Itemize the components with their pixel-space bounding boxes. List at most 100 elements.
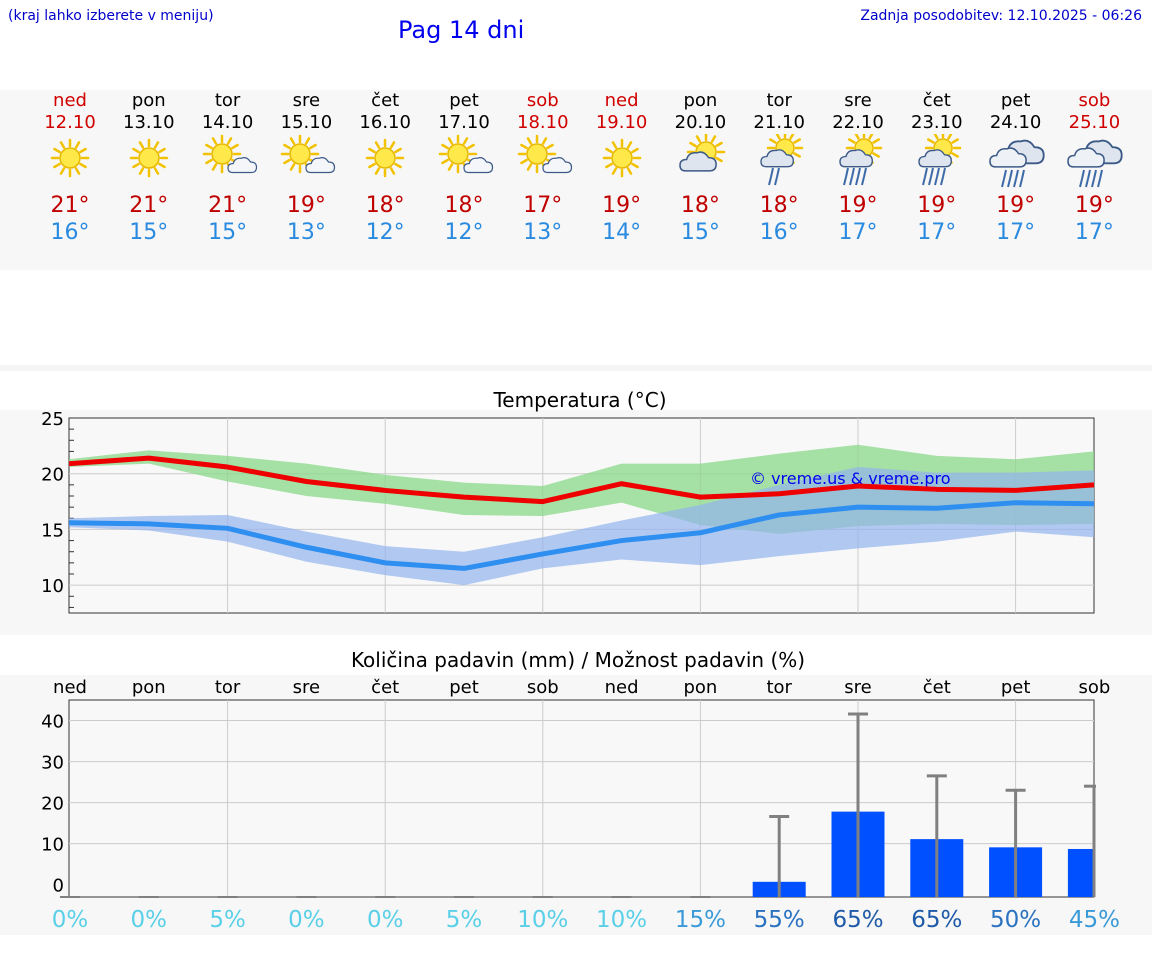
sun-cloud-heavy-rain-icon <box>818 134 898 188</box>
temp-min: 17° <box>1074 220 1114 245</box>
sun-cloud-icon <box>266 134 346 188</box>
precipitation-day-label: sob <box>527 677 559 698</box>
precipitation-bar <box>1067 848 1094 897</box>
temp-max: 19° <box>286 193 326 218</box>
sun-cloud-heavy-rain-icon <box>897 134 977 188</box>
day-date: 20.10 <box>674 112 727 133</box>
precipitation-tick-label: 20 <box>41 794 64 815</box>
forecast-day: sre 15.10 19° 13° <box>266 90 346 246</box>
day-date: 18.10 <box>517 112 569 133</box>
temp-min: 12° <box>444 220 484 245</box>
forecast-day: ned 19.10 19° 14° <box>582 90 662 246</box>
precipitation-day-label: čet <box>371 677 399 698</box>
temp-min: 15° <box>680 220 720 245</box>
precipitation-probability: 0% <box>52 907 89 933</box>
day-name: čet <box>922 90 951 111</box>
day-date: 21.10 <box>753 112 805 133</box>
day-name: sre <box>844 90 872 111</box>
day-date: 23.10 <box>911 112 963 133</box>
day-name: pet <box>1000 90 1031 111</box>
precipitation-day-label: pon <box>132 677 166 698</box>
temp-max: 17° <box>523 193 563 218</box>
temp-min: 16° <box>759 220 799 245</box>
precipitation-probability: 5% <box>209 907 246 933</box>
day-name: ned <box>53 90 87 111</box>
precipitation-probability: 10% <box>517 907 568 933</box>
day-date: 19.10 <box>595 112 648 133</box>
precipitation-tick-label: 40 <box>41 712 64 733</box>
precipitation-probability: 45% <box>1069 907 1120 933</box>
cloud-sun-icon <box>660 134 740 188</box>
day-date: 12.10 <box>44 112 96 133</box>
precipitation-day-label: sob <box>1078 677 1110 698</box>
temp-min: 14° <box>602 220 642 245</box>
temp-min: 17° <box>996 220 1036 245</box>
precipitation-day-label: ned <box>605 677 639 698</box>
forecast-day: tor 14.10 21° 15° <box>188 90 268 246</box>
forecast-day: čet 16.10 18° 12° <box>345 90 425 246</box>
sun-cloud-icon <box>188 134 268 188</box>
temp-max: 19° <box>917 193 957 218</box>
precipitation-probability: 65% <box>832 907 883 933</box>
day-name: tor <box>214 90 241 111</box>
temp-max: 21° <box>208 193 248 218</box>
temp-min: 12° <box>365 220 405 245</box>
precipitation-tick-label: 30 <box>41 753 64 774</box>
precipitation-probability: 15% <box>675 907 726 933</box>
temp-max: 18° <box>444 193 484 218</box>
forecast-day: pon 13.10 21° 15° <box>109 90 189 246</box>
temperature-tick-label: 15 <box>41 520 64 541</box>
day-name: pet <box>449 90 479 111</box>
day-date: 13.10 <box>123 112 175 133</box>
temperature-tick-label: 10 <box>41 576 64 597</box>
temp-min: 17° <box>838 220 878 245</box>
temp-min: 15° <box>129 220 169 245</box>
precipitation-probability: 0% <box>367 907 404 933</box>
temp-min: 13° <box>523 220 563 245</box>
temperature-min-range-band <box>69 467 1094 586</box>
day-name: pon <box>131 90 166 111</box>
temp-max: 18° <box>759 193 799 218</box>
day-name: sre <box>292 90 321 111</box>
precipitation-day-label: sre <box>844 677 871 698</box>
temp-min: 16° <box>50 220 90 245</box>
temp-max: 19° <box>996 193 1036 218</box>
divider <box>0 365 1152 371</box>
temp-max: 21° <box>50 193 90 218</box>
last-updated: Zadnja posodobitev: 12.10.2025 - 06:26 <box>860 8 1142 24</box>
sun-cloud-icon <box>424 134 504 188</box>
forecast-day: sob 18.10 17° 13° <box>503 90 583 246</box>
day-date: 15.10 <box>280 112 333 133</box>
temperature-tick-label: 20 <box>41 465 64 486</box>
forecast-day: ned 12.10 21° 16° <box>30 90 110 246</box>
sun-icon <box>345 134 425 188</box>
day-date: 17.10 <box>438 112 490 133</box>
precipitation-probability: 50% <box>990 907 1041 933</box>
day-name: ned <box>604 90 639 111</box>
temp-min: 13° <box>286 220 326 245</box>
precipitation-day-label: tor <box>215 677 241 698</box>
precipitation-probability: 0% <box>131 907 168 933</box>
temperature-max-line <box>68 455 1095 505</box>
precipitation-day-label: pet <box>449 677 479 698</box>
sun-icon <box>30 134 110 188</box>
temp-max: 19° <box>1074 193 1114 218</box>
sun-cloud-icon <box>503 134 583 188</box>
location-hint[interactable]: (kraj lahko izberete v meniju) <box>8 8 214 24</box>
precipitation-tick-label: 10 <box>41 835 64 856</box>
temp-max: 21° <box>129 193 169 218</box>
chart-watermark: © vreme.us & vreme.pro <box>750 469 951 488</box>
day-date: 16.10 <box>359 112 411 133</box>
precipitation-chart-title: Količina padavin (mm) / Možnost padavin … <box>351 648 805 672</box>
day-name: tor <box>766 90 792 111</box>
day-date: 22.10 <box>832 112 884 133</box>
temp-max: 19° <box>602 193 642 218</box>
sun-cloud-rain-icon <box>739 134 819 188</box>
temp-min: 17° <box>917 220 957 245</box>
temperature-min-line <box>68 500 1095 571</box>
day-name: sob <box>526 90 559 111</box>
temp-max: 18° <box>680 193 720 218</box>
page-title: Pag 14 dni <box>398 16 525 44</box>
precipitation-probability: 5% <box>446 907 483 933</box>
precipitation-day-label: sre <box>293 677 320 698</box>
